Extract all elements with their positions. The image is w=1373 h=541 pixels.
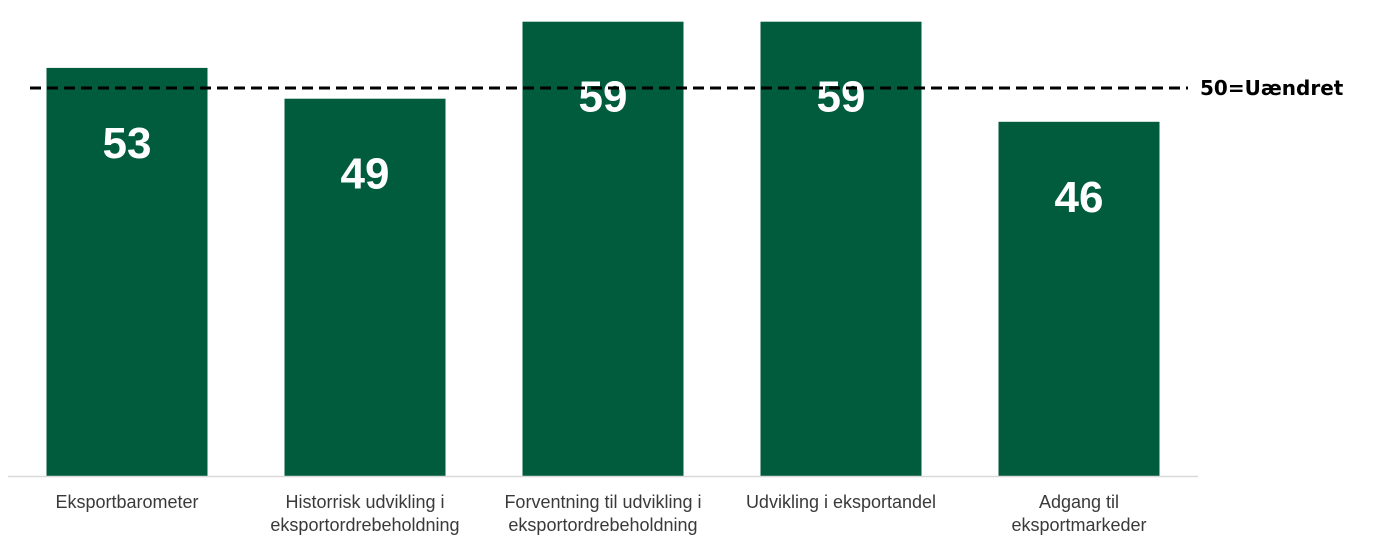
- bar: [522, 21, 684, 476]
- bar: [46, 67, 208, 477]
- bar-value-label: 53: [103, 119, 152, 168]
- category-label: Historrisk udvikling i eksportordrebehold…: [270, 492, 459, 535]
- category-label-line: eksportordrebeholdning: [508, 515, 697, 535]
- category-label: Udvikling i eksportandel: [746, 492, 936, 512]
- bar: [284, 98, 446, 476]
- bar-value-label: 49: [341, 150, 390, 199]
- category-label-line: Historrisk udvikling i: [285, 492, 444, 512]
- category-label-line: Eksportbarometer: [55, 492, 198, 512]
- bar: [760, 21, 922, 476]
- category-label: Adgang til eksportmarkeder: [1011, 492, 1146, 535]
- category-label-line: Udvikling i eksportandel: [746, 492, 936, 512]
- bars-group: 53 49 59 59 46: [46, 21, 1160, 477]
- category-label-line: Forventning til udvikling i: [504, 492, 701, 512]
- category-labels-group: Eksportbarometer Historrisk udvikling i ek…: [55, 492, 1146, 535]
- category-label-line: eksportmarkeder: [1011, 515, 1146, 535]
- bar-value-label: 59: [579, 73, 628, 122]
- bar-value-label: 59: [817, 73, 866, 122]
- bar: [998, 121, 1160, 477]
- category-label: Eksportbarometer: [55, 492, 198, 512]
- bar-value-label: 46: [1055, 173, 1104, 222]
- category-label-line: eksportordrebeholdning: [270, 515, 459, 535]
- category-label: Forventning til udvikling i eksportordreb…: [504, 492, 701, 535]
- reference-line-label: 50=Uændret: [1200, 76, 1344, 100]
- category-label-line: Adgang til: [1039, 492, 1119, 512]
